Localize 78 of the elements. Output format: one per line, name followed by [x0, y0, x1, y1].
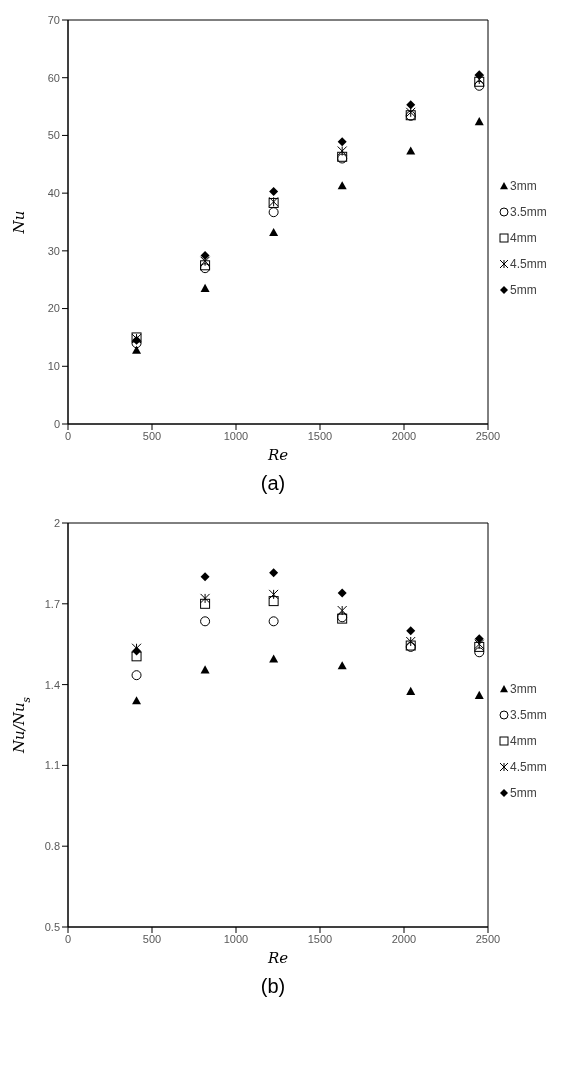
point	[406, 626, 416, 636]
x-tick-label: 2000	[391, 429, 417, 442]
point	[268, 596, 279, 607]
legend-label: 5mm	[510, 283, 537, 297]
x-axis-title: Re	[266, 949, 289, 967]
x-tick-label: 0	[64, 932, 72, 945]
legend-label: 3.5mm	[510, 205, 547, 219]
point	[200, 283, 210, 292]
y-tick-label: 60	[47, 71, 60, 84]
point	[131, 651, 142, 662]
point	[406, 686, 416, 695]
point	[337, 661, 347, 670]
y-tick-label: 20	[47, 302, 60, 315]
point	[200, 250, 210, 260]
text: (a)	[259, 472, 287, 495]
point	[474, 690, 484, 699]
x-tick-label: 0	[64, 429, 72, 442]
point	[200, 598, 211, 609]
y-tick-label: 70	[47, 13, 60, 26]
y-tick-label: 10	[47, 360, 60, 373]
point	[474, 70, 484, 80]
y-tick-label: 1.4	[44, 678, 60, 691]
point	[200, 256, 211, 267]
x-tick-label: 2500	[475, 429, 501, 442]
point	[474, 117, 484, 126]
point	[337, 605, 348, 616]
x-tick-label: 1000	[223, 429, 249, 442]
legend-label: 4.5mm	[510, 760, 547, 774]
point	[131, 670, 142, 681]
point	[269, 568, 279, 578]
point	[200, 572, 210, 582]
point	[132, 696, 142, 705]
legend-label: 4mm	[510, 231, 537, 245]
point	[405, 636, 416, 647]
point	[200, 665, 210, 674]
text: (b)	[259, 975, 287, 998]
y-tick-label: 0	[53, 417, 60, 430]
point	[474, 634, 484, 644]
legend-label: 5mm	[510, 786, 537, 800]
point	[269, 654, 279, 663]
y-tick-label: 30	[47, 244, 60, 257]
point	[269, 227, 279, 236]
point	[337, 137, 347, 147]
x-tick-label: 1000	[223, 932, 249, 945]
point	[474, 647, 485, 658]
point	[337, 588, 347, 598]
y-axis-title: Nu	[10, 210, 28, 235]
y-tick-label: 1.7	[44, 597, 60, 610]
x-tick-label: 2000	[391, 932, 417, 945]
point	[268, 207, 279, 218]
x-tick-label: 500	[142, 429, 162, 442]
point	[337, 181, 347, 190]
x-tick-label: 2500	[475, 932, 501, 945]
y-tick-label: 2	[53, 516, 60, 529]
x-axis-title: Re	[266, 446, 289, 464]
y-tick-label: 0.5	[44, 920, 60, 933]
point	[474, 80, 485, 91]
x-tick-label: 1500	[307, 932, 333, 945]
point	[200, 616, 211, 627]
legend-label: 3mm	[510, 179, 537, 193]
y-tick-label: 1.1	[44, 759, 60, 772]
legend-label: 4.5mm	[510, 257, 547, 271]
legend-label: 3.5mm	[510, 708, 547, 722]
legend-label: 4mm	[510, 734, 537, 748]
point	[406, 146, 416, 155]
point	[406, 100, 416, 110]
x-tick-label: 1500	[307, 429, 333, 442]
y-tick-label: 40	[47, 187, 60, 200]
point	[132, 345, 142, 354]
point	[337, 146, 348, 157]
y-tick-label: 50	[47, 129, 60, 142]
point	[268, 589, 279, 600]
point	[200, 593, 211, 604]
legend-label: 3mm	[510, 682, 537, 696]
y-tick-label: 0.8	[44, 840, 60, 853]
point	[269, 186, 279, 196]
point	[268, 616, 279, 627]
x-tick-label: 500	[142, 932, 162, 945]
